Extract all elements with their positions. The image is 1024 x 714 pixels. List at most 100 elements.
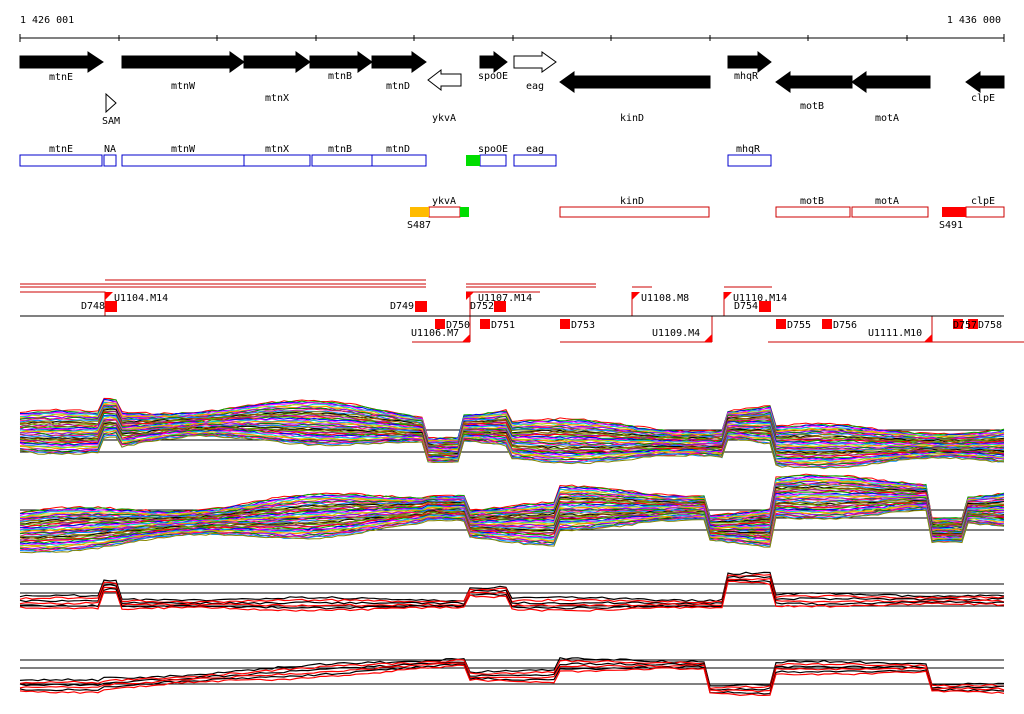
site-S491-box[interactable]: [942, 207, 966, 217]
expression-trace: [19, 663, 1005, 695]
expression-trace: [19, 662, 1005, 693]
expression-trace: [19, 479, 1005, 523]
blue-box-spoOE[interactable]: [479, 154, 507, 167]
gene-arrow-spoOE[interactable]: [479, 50, 508, 74]
gene-arrow-clpE[interactable]: [965, 71, 1005, 93]
svg-text:NA: NA: [104, 144, 116, 155]
gene-arrow-mhqR[interactable]: [727, 50, 772, 74]
gene-label: mtnW: [171, 81, 196, 92]
marker-D757[interactable]: [953, 319, 963, 329]
red-box-motA[interactable]: [851, 206, 929, 218]
marker-D749[interactable]: [415, 301, 427, 312]
expression-trace: [19, 664, 1005, 697]
marker-D754[interactable]: [759, 301, 771, 312]
red-box-kinD[interactable]: [559, 206, 710, 218]
expression-trace: [19, 509, 1005, 554]
expression-panel-1: [19, 397, 1005, 470]
gene-label: motB: [800, 101, 824, 112]
svg-text:mtnX: mtnX: [265, 144, 289, 155]
flag-icon: [462, 334, 470, 342]
marker-D751[interactable]: [480, 319, 490, 329]
svg-text:D749: D749: [390, 301, 414, 312]
site-S487-box[interactable]: [410, 207, 429, 217]
flag-icon: [704, 334, 712, 342]
blue-box-mtnB[interactable]: [311, 154, 373, 167]
svg-text:motA: motA: [875, 196, 899, 207]
gene-arrow-eag[interactable]: [513, 51, 557, 73]
red-box-ykvA[interactable]: [428, 206, 461, 218]
red-box-clpE[interactable]: [965, 206, 1005, 218]
expression-trace: [19, 506, 1005, 551]
svg-text:U1109.M4: U1109.M4: [652, 328, 700, 339]
gene-label: clpE: [971, 93, 995, 104]
gene-track: [19, 50, 1005, 114]
blue-box-mtnX[interactable]: [243, 154, 311, 167]
red-box-labels: ykvA kinD motB motA clpE S487 S491: [407, 196, 995, 231]
blue-box-mtnW[interactable]: [121, 154, 245, 167]
expression-panel-3: [19, 571, 1005, 612]
blue-box-mtnD[interactable]: [371, 154, 427, 167]
svg-text:D755: D755: [787, 320, 811, 331]
expression-trace: [19, 474, 1005, 521]
svg-text:mhqR: mhqR: [736, 144, 761, 155]
expression-panel-4: [19, 657, 1005, 697]
marker-D748[interactable]: [105, 301, 117, 312]
expression-trace: [19, 405, 1005, 444]
gene-label: ykvA: [432, 113, 456, 124]
gene-arrow-motB[interactable]: [775, 71, 853, 93]
expression-traces: [19, 473, 1005, 554]
gene-label: spoOE: [478, 71, 508, 82]
expression-trace: [19, 407, 1005, 446]
svg-text:D758: D758: [978, 320, 1002, 331]
gene-label: mtnD: [386, 81, 410, 92]
gene-labels: mtnE mtnW mtnX mtnB mtnD ykvA spoOE eag …: [49, 71, 995, 127]
marker-D755[interactable]: [776, 319, 786, 329]
svg-text:spoOE: spoOE: [478, 144, 508, 155]
gene-label: mtnB: [328, 71, 352, 82]
svg-text:U1107.M14: U1107.M14: [478, 293, 532, 304]
expression-trace: [19, 499, 1005, 538]
green-site-marker: [460, 207, 469, 217]
expression-trace: [19, 575, 1005, 605]
marker-D750[interactable]: [435, 319, 445, 329]
gene-label: kinD: [620, 113, 644, 124]
gene-arrow-ykvA[interactable]: [427, 68, 462, 92]
expression-trace: [19, 580, 1005, 612]
red-box-motB[interactable]: [775, 206, 851, 218]
site-label: S487: [407, 220, 431, 231]
marker-D753[interactable]: [560, 319, 570, 329]
gene-arrow-motA[interactable]: [851, 71, 931, 93]
expression-trace: [19, 476, 1005, 521]
expression-trace: [19, 504, 1005, 546]
expression-trace: [19, 415, 1005, 451]
gene-arrow-kinD[interactable]: [559, 71, 711, 93]
gene-label: motA: [875, 113, 899, 124]
svg-text:U1104.M14: U1104.M14: [114, 293, 168, 304]
gene-arrow-mtnB[interactable]: [309, 51, 373, 73]
marker-D758[interactable]: [968, 319, 978, 329]
blue-box-mhqR[interactable]: [727, 154, 772, 167]
expression-trace: [19, 658, 1005, 690]
gene-label: mtnE: [49, 72, 73, 83]
svg-text:eag: eag: [526, 144, 544, 155]
blue-box-eag[interactable]: [513, 154, 557, 167]
svg-text:mtnD: mtnD: [386, 144, 410, 155]
blue-box-mtnE[interactable]: [19, 154, 103, 167]
marker-track: D748 U1104.M14 D749 D752 U1107.M14 U1108…: [20, 279, 1024, 343]
gene-arrow-mtnW[interactable]: [121, 51, 245, 73]
blue-box-NA[interactable]: [103, 154, 117, 167]
svg-text:D756: D756: [833, 320, 857, 331]
upper-marker-labels: D748 U1104.M14 D749 D752 U1107.M14 U1108…: [81, 293, 787, 312]
gene-arrow-mtnD[interactable]: [371, 51, 427, 73]
marker-D752[interactable]: [494, 301, 506, 312]
expression-trace: [19, 579, 1005, 610]
gene-arrow-mtnX[interactable]: [243, 51, 311, 73]
expression-trace: [19, 487, 1005, 527]
expression-trace: [19, 491, 1005, 529]
expression-panel-2: [19, 473, 1005, 554]
flag-icon: [724, 292, 732, 300]
marker-D756[interactable]: [822, 319, 832, 329]
flag-icon: [105, 292, 113, 300]
svg-text:D753: D753: [571, 320, 595, 331]
gene-arrow-mtnE[interactable]: [19, 51, 104, 73]
